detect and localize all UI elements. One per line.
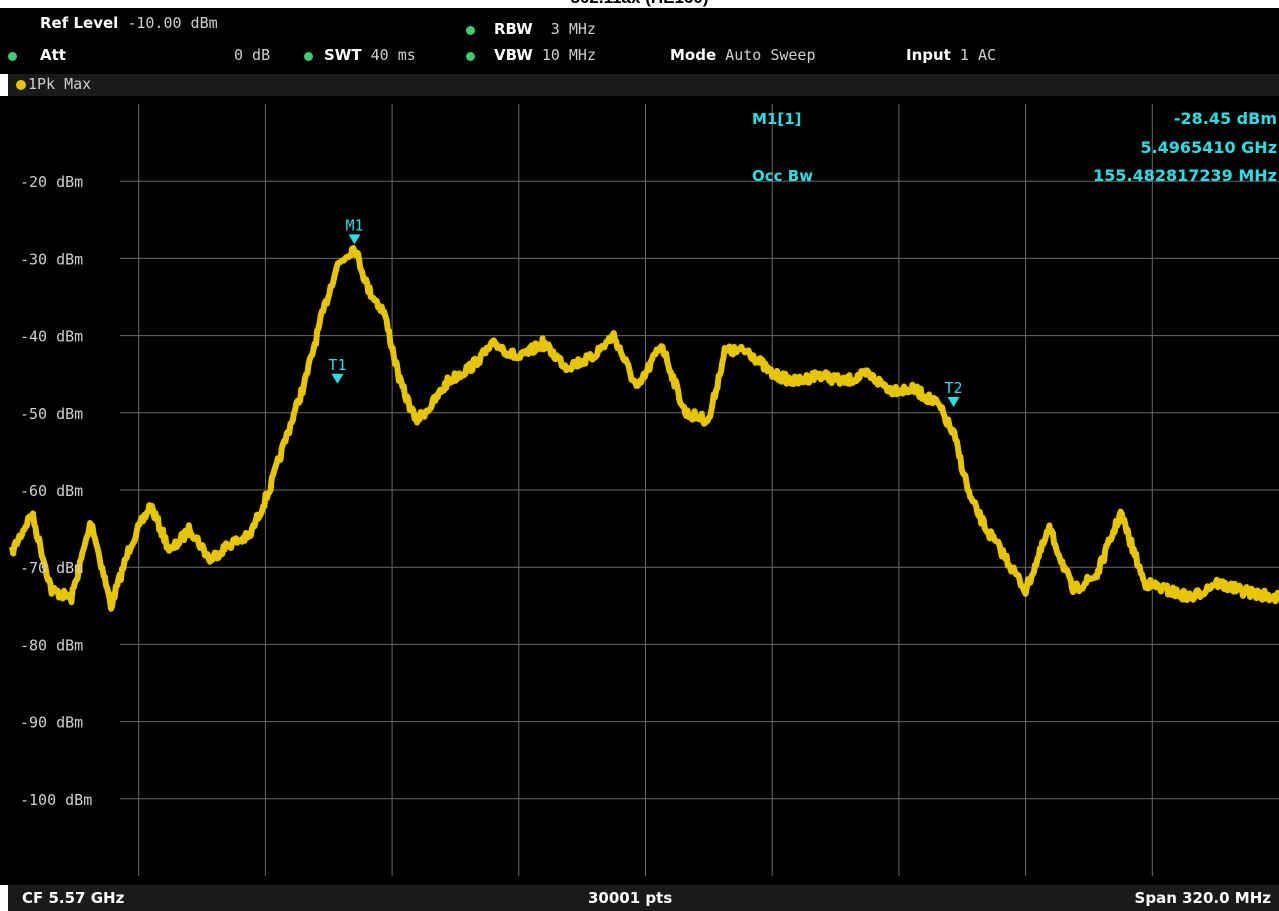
sweep-points[interactable]: 30001 pts xyxy=(588,889,673,907)
y-tick-label: -30 dBm xyxy=(20,250,83,268)
y-tick-label: -60 dBm xyxy=(20,482,83,500)
marker-triangle-icon xyxy=(348,234,361,245)
plot-grid xyxy=(120,104,1279,876)
rbw-label: RBW xyxy=(494,20,533,38)
occupied-bandwidth-value: 155.482817239 MHz xyxy=(1093,166,1277,185)
window-title: 802.11ax (HE160) xyxy=(0,0,1279,8)
m1-level-value: -28.45 dBm xyxy=(1174,109,1277,128)
att-status-led-icon xyxy=(8,52,17,61)
trace-label[interactable]: 1Pk Max xyxy=(28,75,92,93)
occupied-bandwidth-label: Occ Bw xyxy=(752,167,813,185)
y-tick-label: -100 dBm xyxy=(20,791,92,809)
swt-value: 40 ms xyxy=(370,46,416,64)
vbw-status-led-icon xyxy=(466,52,475,61)
window-title-strip: 802.11ax (HE160) xyxy=(0,0,1279,8)
mode-setting[interactable]: Mode Auto Sweep xyxy=(670,46,816,64)
m1-marker-label: M1[1] xyxy=(752,110,802,128)
swt-status-led-icon xyxy=(304,52,313,61)
ref-level-value: -10.00 dBm xyxy=(127,14,218,32)
rbw-status-led-icon xyxy=(466,26,475,35)
marker-triangle-icon xyxy=(947,396,960,407)
y-axis-tick-labels: -20 dBm -30 dBm -40 dBm -50 dBm -60 dBm -70 d… xyxy=(20,173,92,809)
trace-indicator-icon xyxy=(16,80,26,90)
y-tick-label: -20 dBm xyxy=(20,173,83,191)
settings-header: Ref Level -10.00 dBm Att 0 dB SWT 40 ms … xyxy=(0,8,1279,74)
att-value[interactable]: 0 dB xyxy=(234,46,271,64)
y-tick-label: -50 dBm xyxy=(20,405,83,423)
y-tick-label: -40 dBm xyxy=(20,328,83,346)
ref-level-setting[interactable]: Ref Level -10.00 dBm xyxy=(40,14,218,32)
frequency-span[interactable]: Span 320.0 MHz xyxy=(1134,889,1271,907)
input-setting[interactable]: Input 1 AC xyxy=(906,46,996,64)
att-label: Att xyxy=(40,46,66,64)
rbw-setting[interactable]: RBW 3 MHz xyxy=(494,20,596,38)
marker-triangle-icon xyxy=(331,373,344,384)
center-frequency[interactable]: CF 5.57 GHz xyxy=(22,889,125,907)
vbw-setting[interactable]: VBW 10 MHz xyxy=(494,46,596,64)
y-tick-label: -80 dBm xyxy=(20,636,83,654)
att-label-setting[interactable]: Att xyxy=(40,46,66,64)
y-tick-label: -90 dBm xyxy=(20,714,83,732)
vbw-label: VBW xyxy=(494,46,533,64)
swt-label: SWT xyxy=(324,46,362,64)
spectrum-trace xyxy=(9,245,1279,612)
ref-level-label: Ref Level xyxy=(40,14,119,32)
status-footer: CF 5.57 GHz 30001 pts Span 320.0 MHz xyxy=(8,885,1279,911)
marker-label: T2 xyxy=(945,379,963,397)
marker-label: M1 xyxy=(345,216,363,234)
m1-frequency-value: 5.4965410 GHz xyxy=(1140,138,1277,157)
rbw-value: 3 MHz xyxy=(550,20,596,38)
marker-label: T1 xyxy=(328,356,346,374)
spectrum-plot[interactable]: -20 dBm -30 dBm -40 dBm -50 dBm -60 dBm -70 d… xyxy=(0,96,1279,885)
y-tick-label: -70 dBm xyxy=(20,559,83,577)
mode-value: Auto Sweep xyxy=(725,46,816,64)
trace-markers: M1 T1 T2 xyxy=(328,216,963,407)
input-value: 1 AC xyxy=(959,46,997,64)
swt-setting[interactable]: SWT 40 ms xyxy=(324,46,416,64)
vbw-value: 10 MHz xyxy=(541,46,596,64)
trace-bar: 1Pk Max xyxy=(8,74,1279,97)
input-label: Input xyxy=(906,46,951,64)
mode-label: Mode xyxy=(670,46,717,64)
